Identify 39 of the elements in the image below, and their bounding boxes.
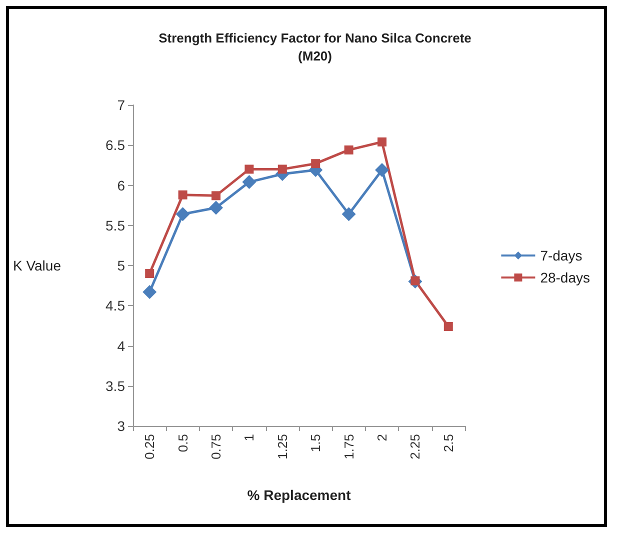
point bbox=[278, 164, 287, 174]
point bbox=[311, 159, 320, 168]
y-axis-title: K Value bbox=[12, 258, 62, 274]
y-tick-label: 6.5 bbox=[106, 137, 126, 154]
point bbox=[178, 190, 188, 200]
y-tick-label: 5.5 bbox=[106, 217, 126, 234]
x-tick-label: 1 bbox=[242, 434, 257, 442]
chart-title: Strength Efficiency Factor for Nano Silca Concrete (M20) bbox=[158, 30, 472, 64]
point bbox=[375, 163, 389, 178]
point bbox=[444, 322, 453, 331]
x-tick-label: 0.5 bbox=[175, 434, 190, 452]
x-tick-label: 1.25 bbox=[274, 434, 290, 460]
point bbox=[176, 207, 190, 222]
point bbox=[344, 145, 354, 154]
x-axis-title: % Replacement bbox=[247, 487, 352, 503]
y-tick-label: 7 bbox=[117, 97, 126, 113]
y-tick-label: 5 bbox=[117, 258, 126, 274]
legend-label: 28-days bbox=[540, 270, 590, 286]
y-tick-label: 6 bbox=[117, 177, 126, 194]
point bbox=[378, 137, 386, 146]
y-tick-label: 4.5 bbox=[106, 298, 126, 314]
point bbox=[145, 269, 154, 278]
y-tick-label: 4 bbox=[117, 338, 126, 354]
x-tick-label: 1.5 bbox=[308, 434, 324, 452]
point bbox=[244, 164, 254, 174]
point bbox=[211, 191, 220, 200]
x-tick-label: 0.25 bbox=[142, 434, 158, 460]
x-tick-label: 2.5 bbox=[440, 434, 456, 452]
x-tick-label: 2.25 bbox=[408, 434, 423, 460]
x-tick-label: 0.75 bbox=[208, 434, 224, 460]
x-tick-label: 1.75 bbox=[341, 434, 356, 460]
point bbox=[242, 175, 256, 190]
point bbox=[342, 207, 356, 222]
point bbox=[208, 200, 223, 215]
y-tick-label: 3.5 bbox=[106, 378, 126, 394]
y-tick-label: 3 bbox=[117, 418, 126, 434]
legend-label: 7-days bbox=[540, 248, 582, 264]
x-tick-label: 2 bbox=[374, 434, 390, 442]
point bbox=[142, 284, 157, 299]
